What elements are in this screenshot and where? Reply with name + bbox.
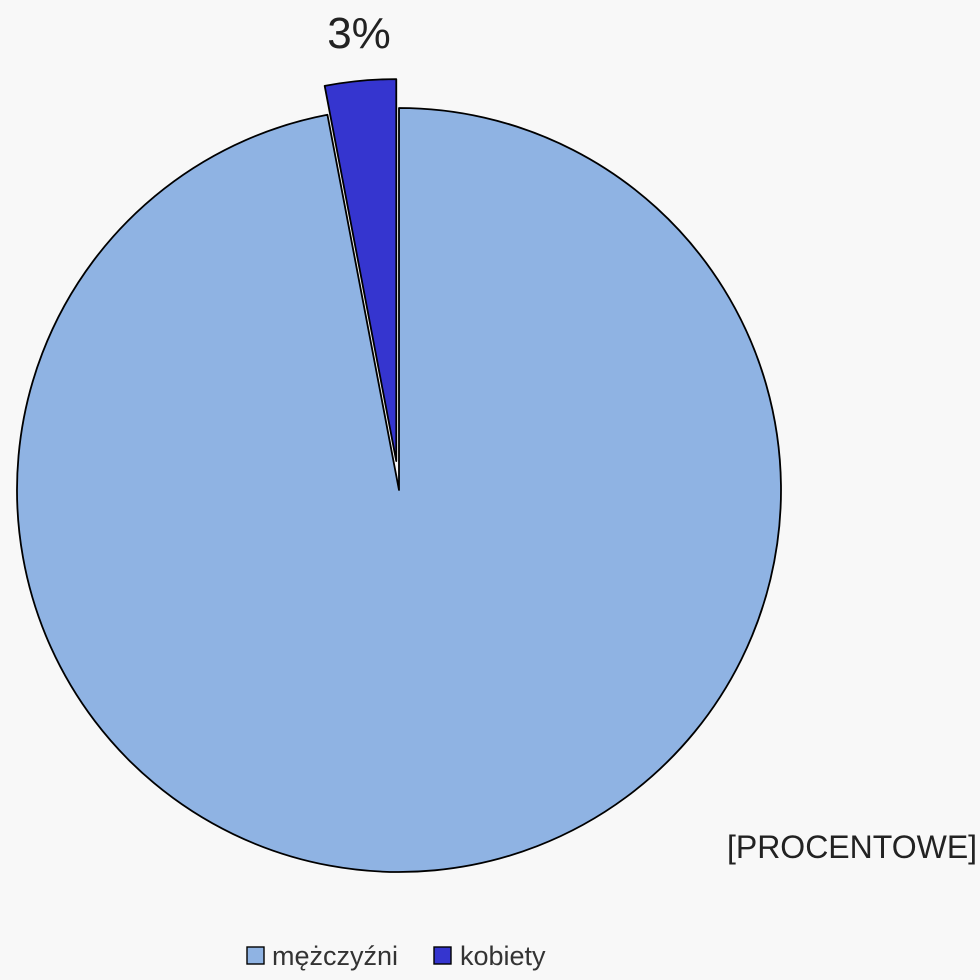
data-label-kobiety: 3% bbox=[327, 9, 391, 58]
legend-label-kobiety: kobiety bbox=[460, 941, 546, 971]
data-label-mezczyzni: [PROCENTOWE] bbox=[727, 829, 977, 865]
pie-slice-mezczyzni bbox=[16, 107, 782, 873]
legend-swatch-kobiety bbox=[433, 946, 452, 965]
pie-slices bbox=[16, 78, 782, 873]
legend: mężczyźni kobiety bbox=[246, 941, 546, 971]
legend-swatch-mezczyzni bbox=[246, 946, 265, 965]
pie-slice-kobiety bbox=[323, 78, 398, 463]
legend-label-mezczyzni: mężczyźni bbox=[272, 941, 398, 971]
